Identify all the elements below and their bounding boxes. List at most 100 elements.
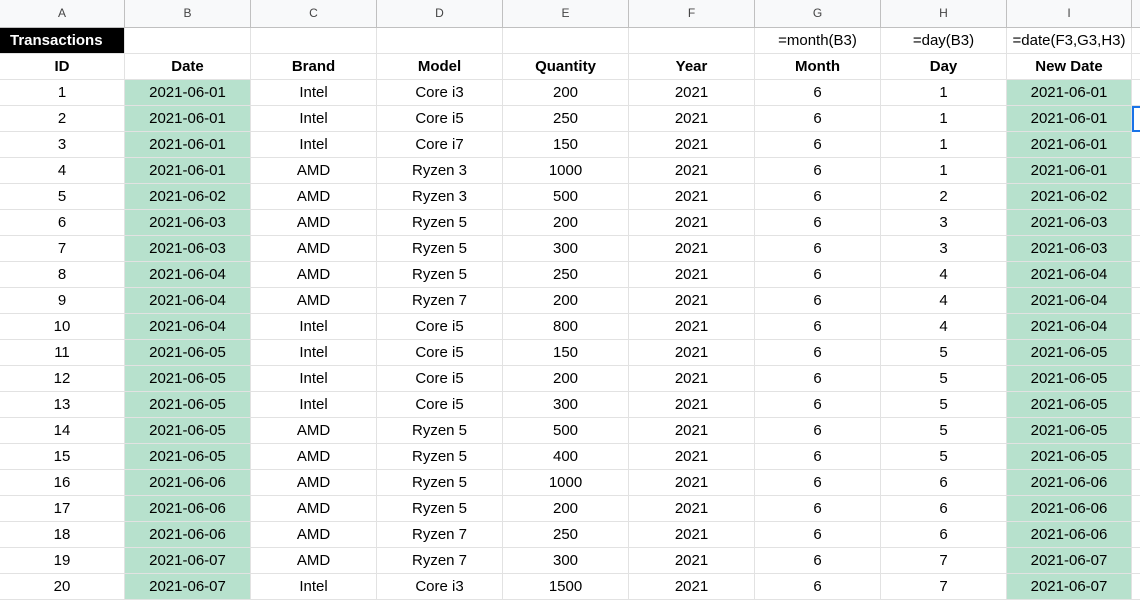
cell-day[interactable]: 7 <box>881 574 1007 600</box>
cell-id[interactable]: 6 <box>0 210 125 236</box>
cell-model[interactable]: Ryzen 5 <box>377 496 503 522</box>
cell-brand[interactable]: Intel <box>251 80 377 106</box>
cell-year[interactable]: 2021 <box>629 314 755 340</box>
cell-id[interactable]: 4 <box>0 158 125 184</box>
cell-date[interactable]: 2021-06-01 <box>125 158 251 184</box>
cell-month[interactable]: 6 <box>755 444 881 470</box>
cell[interactable] <box>251 28 377 54</box>
cell-year[interactable]: 2021 <box>629 106 755 132</box>
cell-month[interactable]: 6 <box>755 392 881 418</box>
cell-id[interactable]: 11 <box>0 340 125 366</box>
cell[interactable] <box>629 28 755 54</box>
cell-month[interactable]: 6 <box>755 574 881 600</box>
cell-id[interactable]: 10 <box>0 314 125 340</box>
cell-model[interactable]: Ryzen 5 <box>377 210 503 236</box>
cell-year[interactable]: 2021 <box>629 574 755 600</box>
cell-new-date[interactable]: 2021-06-01 <box>1007 80 1132 106</box>
cell-brand[interactable]: AMD <box>251 236 377 262</box>
cell-year[interactable]: 2021 <box>629 132 755 158</box>
cell-brand[interactable]: AMD <box>251 548 377 574</box>
cell-date[interactable]: 2021-06-03 <box>125 236 251 262</box>
cell-model[interactable]: Ryzen 5 <box>377 262 503 288</box>
cell-day[interactable]: 1 <box>881 132 1007 158</box>
cell-brand[interactable]: AMD <box>251 288 377 314</box>
cell-id[interactable]: 8 <box>0 262 125 288</box>
cell-quantity[interactable]: 200 <box>503 366 629 392</box>
cell-model[interactable]: Core i5 <box>377 340 503 366</box>
cell-month[interactable]: 6 <box>755 340 881 366</box>
cell-brand[interactable]: AMD <box>251 262 377 288</box>
cell-year[interactable]: 2021 <box>629 288 755 314</box>
cell-day[interactable]: 1 <box>881 80 1007 106</box>
cell-year[interactable]: 2021 <box>629 522 755 548</box>
column-header-h[interactable]: H <box>881 0 1007 27</box>
cell-model[interactable]: Ryzen 7 <box>377 548 503 574</box>
formula-note-day[interactable]: =day(B3) <box>881 28 1007 54</box>
cell[interactable] <box>125 28 251 54</box>
cell-brand[interactable]: Intel <box>251 106 377 132</box>
cell-new-date[interactable]: 2021-06-06 <box>1007 470 1132 496</box>
cell-day[interactable]: 4 <box>881 262 1007 288</box>
cell-new-date[interactable]: 2021-06-07 <box>1007 574 1132 600</box>
cell[interactable] <box>1132 366 1140 392</box>
cell[interactable] <box>503 28 629 54</box>
column-header-d[interactable]: D <box>377 0 503 27</box>
cell-quantity[interactable]: 300 <box>503 548 629 574</box>
cell-brand[interactable]: AMD <box>251 210 377 236</box>
cell-brand[interactable]: AMD <box>251 496 377 522</box>
cell-quantity[interactable]: 1500 <box>503 574 629 600</box>
cell-month[interactable]: 6 <box>755 80 881 106</box>
cell-model[interactable]: Ryzen 5 <box>377 236 503 262</box>
cell[interactable] <box>1132 288 1140 314</box>
cell-quantity[interactable]: 250 <box>503 262 629 288</box>
column-header-j[interactable] <box>1132 0 1140 27</box>
cell-year[interactable]: 2021 <box>629 366 755 392</box>
header-day[interactable]: Day <box>881 54 1007 80</box>
selected-cell[interactable] <box>1132 106 1140 132</box>
cell-new-date[interactable]: 2021-06-05 <box>1007 340 1132 366</box>
cell-model[interactable]: Ryzen 7 <box>377 288 503 314</box>
formula-note-date[interactable]: =date(F3,G3,H3) <box>1007 28 1132 54</box>
cell-month[interactable]: 6 <box>755 314 881 340</box>
cell-year[interactable]: 2021 <box>629 340 755 366</box>
header-quantity[interactable]: Quantity <box>503 54 629 80</box>
cell-quantity[interactable]: 200 <box>503 496 629 522</box>
cell[interactable] <box>1132 158 1140 184</box>
header-new-date[interactable]: New Date <box>1007 54 1132 80</box>
cell-id[interactable]: 15 <box>0 444 125 470</box>
cell-new-date[interactable]: 2021-06-04 <box>1007 288 1132 314</box>
cell-id[interactable]: 16 <box>0 470 125 496</box>
cell-quantity[interactable]: 200 <box>503 80 629 106</box>
cell-day[interactable]: 5 <box>881 340 1007 366</box>
cell-month[interactable]: 6 <box>755 496 881 522</box>
cell-new-date[interactable]: 2021-06-07 <box>1007 548 1132 574</box>
cell-brand[interactable]: AMD <box>251 158 377 184</box>
cell-brand[interactable]: Intel <box>251 392 377 418</box>
cell-month[interactable]: 6 <box>755 184 881 210</box>
cell-date[interactable]: 2021-06-04 <box>125 314 251 340</box>
cell-new-date[interactable]: 2021-06-04 <box>1007 262 1132 288</box>
cell[interactable] <box>1132 210 1140 236</box>
cell-new-date[interactable]: 2021-06-03 <box>1007 210 1132 236</box>
cell-month[interactable]: 6 <box>755 470 881 496</box>
cell-id[interactable]: 14 <box>0 418 125 444</box>
cell-quantity[interactable]: 300 <box>503 236 629 262</box>
cell-month[interactable]: 6 <box>755 418 881 444</box>
cell-year[interactable]: 2021 <box>629 184 755 210</box>
header-year[interactable]: Year <box>629 54 755 80</box>
cell-year[interactable]: 2021 <box>629 236 755 262</box>
cell-year[interactable]: 2021 <box>629 470 755 496</box>
cell[interactable] <box>1132 184 1140 210</box>
header-date[interactable]: Date <box>125 54 251 80</box>
cell-year[interactable]: 2021 <box>629 262 755 288</box>
header-id[interactable]: ID <box>0 54 125 80</box>
cell-day[interactable]: 7 <box>881 548 1007 574</box>
cell-quantity[interactable]: 500 <box>503 418 629 444</box>
cell[interactable] <box>1132 418 1140 444</box>
cell-quantity[interactable]: 250 <box>503 522 629 548</box>
cell[interactable] <box>1132 262 1140 288</box>
cell-new-date[interactable]: 2021-06-03 <box>1007 236 1132 262</box>
cell[interactable] <box>1132 574 1140 600</box>
cell-model[interactable]: Ryzen 5 <box>377 470 503 496</box>
cell-day[interactable]: 3 <box>881 236 1007 262</box>
